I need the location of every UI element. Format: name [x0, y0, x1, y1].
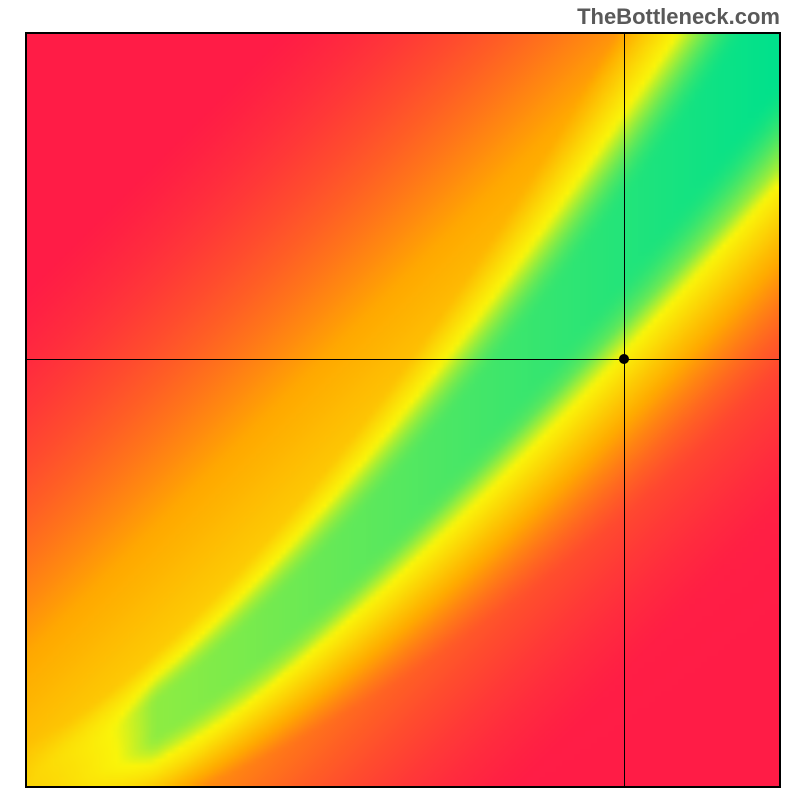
watermark-text: TheBottleneck.com	[577, 4, 780, 30]
marker-dot	[619, 354, 629, 364]
crosshair-vertical	[624, 34, 625, 786]
heatmap-container	[27, 34, 779, 786]
crosshair-horizontal	[27, 359, 779, 360]
heatmap-canvas	[27, 34, 779, 786]
chart-frame	[25, 32, 781, 788]
